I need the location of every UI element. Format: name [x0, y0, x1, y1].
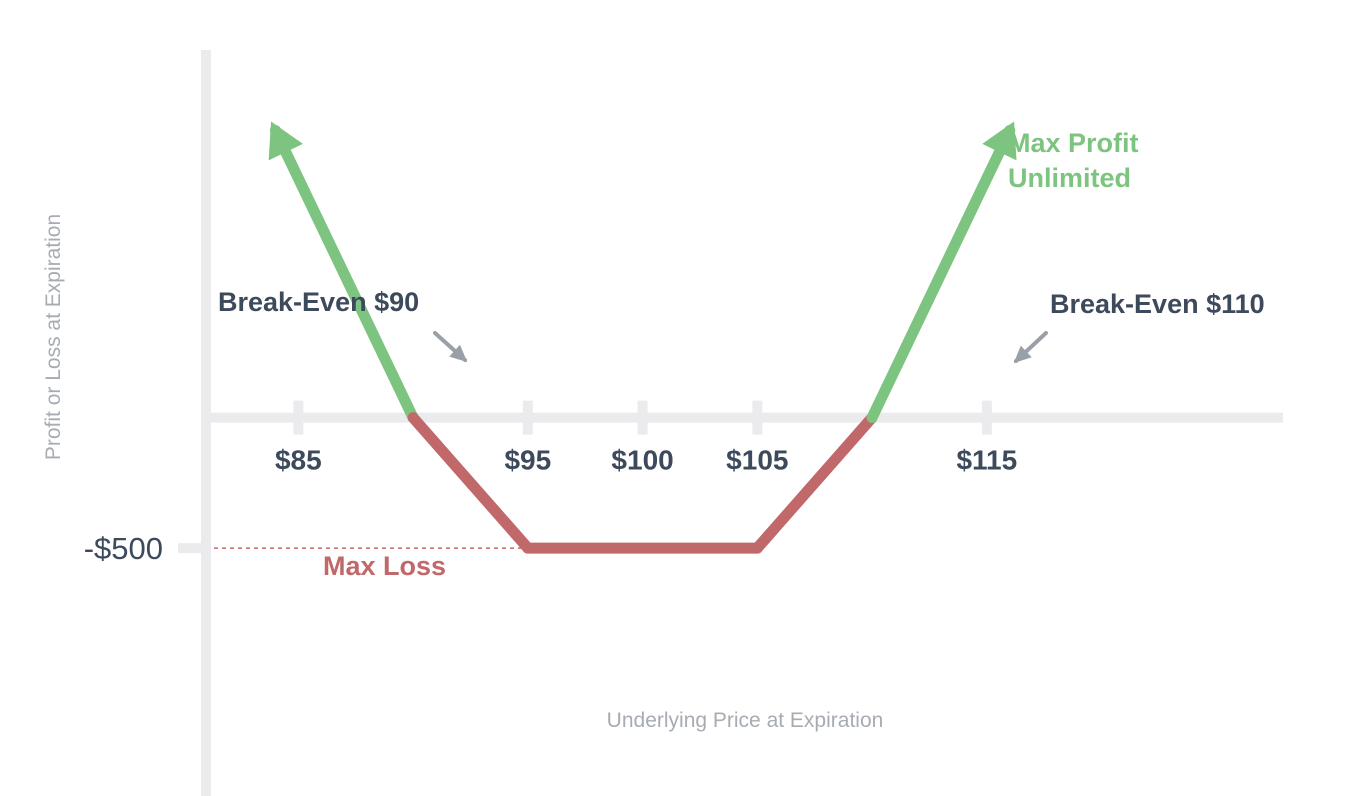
y-ticks: -$500 — [84, 531, 206, 566]
y-axis-title: Profit or Loss at Expiration — [42, 214, 65, 460]
break-even-low-label: Break-Even $90 — [218, 287, 419, 317]
pointer-arrowhead — [1013, 345, 1032, 364]
payoff-series — [268, 121, 1017, 554]
x-tick-label: $115 — [956, 445, 1017, 476]
break-even-high-label: Break-Even $110 — [1050, 289, 1265, 319]
x-tick-label: $105 — [726, 445, 788, 476]
y-tick-label: -$500 — [84, 531, 163, 566]
loss-segment — [751, 412, 878, 554]
pointer-arrows — [433, 331, 1048, 364]
x-axis-title: Underlying Price at Expiration — [607, 709, 884, 732]
pointer-arrowhead — [449, 344, 468, 363]
profit-segment — [866, 124, 1016, 424]
x-tick-label: $95 — [504, 445, 551, 476]
x-tick-label: $100 — [611, 445, 673, 476]
profit-arrowhead — [268, 121, 303, 161]
max-loss-label: Max Loss — [323, 551, 446, 581]
loss-segment — [407, 412, 534, 554]
x-tick-label: $85 — [275, 445, 322, 476]
max-profit-sublabel: Unlimited — [1008, 163, 1131, 193]
max-profit-label: Max Profit — [1008, 128, 1139, 158]
profit-segment — [269, 124, 419, 424]
x-ticks: $85 $95 $100 $105 $115 — [275, 400, 1017, 476]
profit-arrowhead — [982, 121, 1017, 161]
